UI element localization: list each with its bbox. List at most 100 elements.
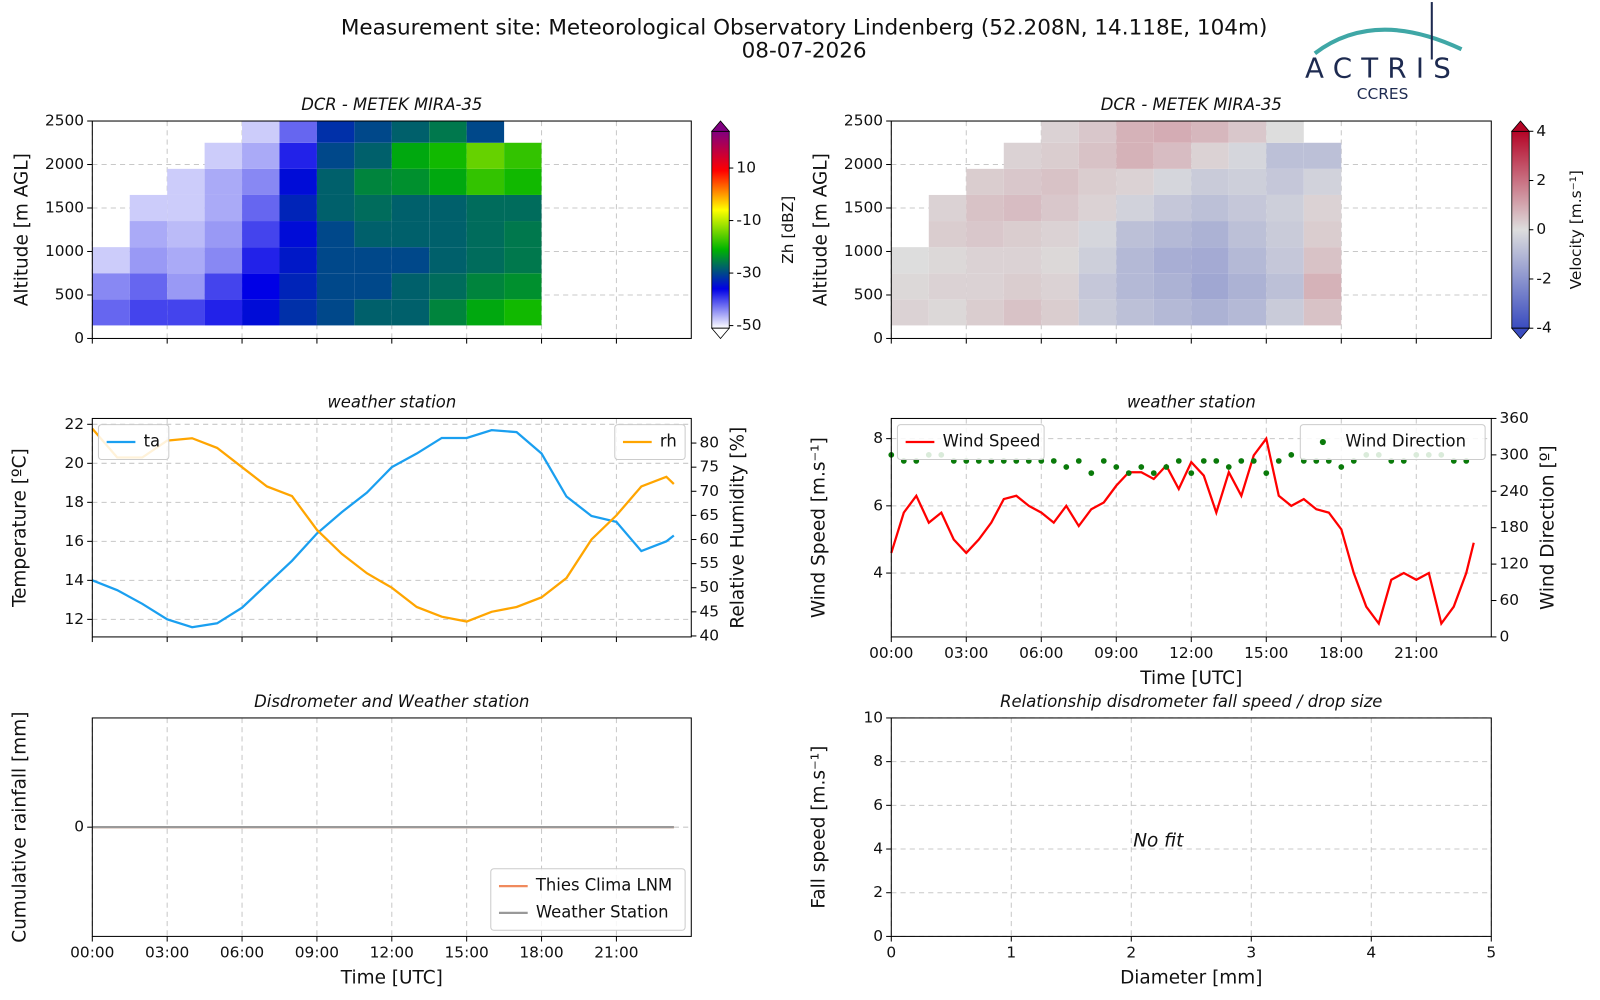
y-axis-label: Cumulative rainfall [mm] — [10, 712, 31, 943]
heat-cell — [167, 168, 205, 195]
heat-cell — [466, 221, 505, 248]
heat-cell — [1228, 247, 1267, 274]
heat-cell — [429, 168, 467, 195]
heat-cell — [279, 299, 317, 326]
legend: ta — [97, 424, 170, 460]
scatter-point — [1113, 464, 1120, 470]
heat-cell — [966, 221, 1004, 248]
x-tick-label: 12:00 — [370, 943, 414, 961]
colorbar-tick-label: -2 — [1536, 269, 1551, 287]
heat-cell — [167, 247, 205, 274]
heat-cell — [429, 299, 467, 326]
heat-cell — [1303, 168, 1342, 195]
heat-cell — [316, 168, 355, 195]
heat-cell — [1116, 121, 1154, 143]
heat-cell — [504, 221, 542, 248]
x-axis-label: Time [UTC] — [1139, 668, 1242, 689]
y-tick-label: 4 — [873, 564, 883, 582]
heat-cell — [1116, 273, 1154, 300]
legend: Wind Speed — [896, 424, 1045, 460]
heat-cell — [928, 247, 967, 274]
scatter-point — [1100, 458, 1107, 464]
y2-tick-label: 80 — [699, 434, 719, 452]
logo-name: ACTRIS — [1305, 52, 1460, 85]
y-tick-label: 2 — [873, 883, 883, 901]
heat-cell — [928, 299, 967, 326]
y-tick-label: 500 — [854, 285, 883, 303]
heat-cell — [316, 273, 355, 300]
heat-cell — [1191, 168, 1229, 195]
heat-cell — [966, 299, 1004, 326]
heat-cell — [391, 168, 430, 195]
x-tick-label: 5 — [1486, 943, 1496, 961]
y2-tick-label: 60 — [1499, 591, 1519, 609]
heat-cell — [316, 247, 355, 274]
x-tick-label: 1 — [1006, 943, 1016, 961]
y-axis-label: Fall speed [m.s⁻¹] — [808, 746, 829, 909]
legend-box — [1299, 424, 1486, 460]
heat-cell — [129, 247, 168, 274]
x-tick-label: 2 — [1126, 943, 1136, 961]
heat-cell — [1003, 168, 1042, 195]
heat-cell — [1116, 194, 1154, 222]
heat-cell — [354, 168, 392, 195]
heat-cell — [279, 247, 317, 274]
y-tick-label: 10 — [863, 708, 883, 726]
heat-cell — [928, 273, 967, 300]
x-tick-label: 09:00 — [295, 943, 339, 961]
heat-cell — [1041, 194, 1079, 222]
heat-cell — [466, 168, 505, 195]
figure-date: 08-07-2026 — [742, 38, 867, 63]
colorbar-extend — [1510, 327, 1531, 340]
heat-cell — [966, 247, 1004, 274]
heat-cell — [1266, 299, 1304, 326]
heat-cell — [92, 299, 130, 326]
heat-cell — [504, 273, 542, 300]
colorbar-tick-label: -50 — [736, 316, 761, 334]
heat-cell — [1153, 142, 1192, 169]
y-tick-label: 500 — [55, 285, 84, 303]
y2-tick-label: 60 — [699, 530, 719, 548]
panel: weather station 12 14 16 18 20 22 40 45 50 55 60 65 7… — [10, 393, 749, 645]
y-tick-label: 1500 — [45, 199, 84, 217]
legend: Thies Clima LNM Weather Station — [490, 868, 686, 931]
heat-cell — [1153, 194, 1192, 222]
heat-cell — [1303, 142, 1342, 169]
heat-cell — [429, 221, 467, 248]
heat-cell — [1266, 194, 1304, 222]
heat-cell — [1116, 247, 1154, 274]
heat-cell — [167, 299, 205, 326]
y-tick-label: 16 — [65, 532, 85, 550]
y2-tick-label: 45 — [699, 602, 719, 620]
y2-tick-label: 55 — [699, 554, 719, 572]
y-tick-label: 6 — [873, 796, 883, 814]
axes-frame — [890, 120, 1492, 339]
scatter-point — [1175, 458, 1182, 464]
heat-cell — [1266, 273, 1304, 300]
heat-cell — [242, 247, 280, 274]
y-axis-label: Wind Speed [m.s⁻¹] — [808, 437, 829, 618]
panel-title: Relationship disdrometer fall speed / dr… — [1000, 692, 1382, 711]
y-axis-label: Temperature [ºC] — [10, 448, 31, 608]
x-tick-label: 4 — [1366, 943, 1376, 961]
heat-cell — [391, 121, 430, 143]
series-line — [890, 436, 1475, 627]
heat-cell — [429, 142, 467, 169]
scatter-point — [1125, 470, 1132, 476]
heat-cell — [391, 194, 430, 222]
x-tick-label: 3 — [1246, 943, 1256, 961]
axes-frame — [890, 417, 1492, 638]
colorbar-tick-label: 10 — [736, 159, 756, 177]
x-tick-label: 12:00 — [1169, 644, 1213, 662]
y2-tick-label: 240 — [1499, 482, 1528, 500]
heat-cell — [316, 194, 355, 222]
panel-title: weather station — [327, 393, 456, 412]
legend: rh — [614, 424, 686, 460]
heat-cell — [891, 273, 929, 300]
x-tick-label: 00:00 — [70, 943, 114, 961]
heat-cell — [204, 221, 243, 248]
heat-cell — [1303, 247, 1342, 274]
y-tick-label: 1000 — [844, 242, 883, 260]
heat-cell — [391, 247, 430, 274]
